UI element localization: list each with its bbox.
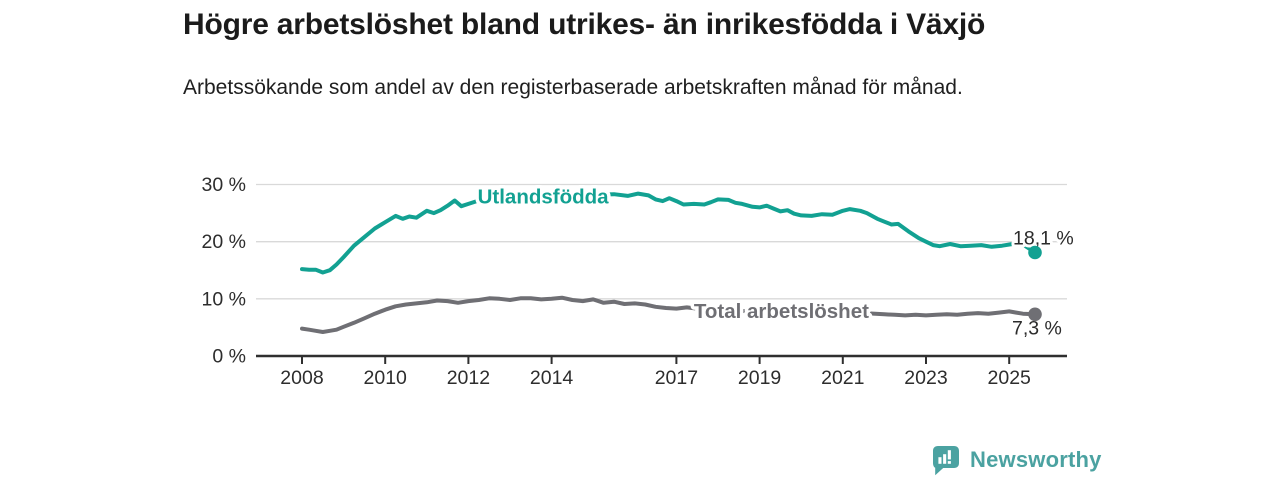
series-label-total: Total arbetslöshet [694,300,869,323]
page-title: Högre arbetslöshet bland utrikes- än inr… [183,8,986,41]
series-line-utlandsfodda [300,191,1037,275]
end-dot-total [1028,307,1042,322]
newsworthy-logo-icon [933,446,959,476]
x-tick-label: 2021 [821,367,864,389]
newsworthy-logo: Newsworthy [931,444,1102,476]
y-tick-label: 20 % [202,231,246,253]
chart-subtitle: Arbetssökande som andel av den registerb… [183,76,963,99]
x-tick-label: 2010 [364,367,408,389]
x-tick-label: 2008 [280,367,323,389]
y-tick-label: 0 % [212,346,246,368]
y-tick-label: 30 % [202,174,246,196]
x-tick-label: 2023 [904,367,947,389]
end-value-label-utlandsfodda: 18,1 % [1013,228,1074,250]
x-tick-label: 2019 [738,367,781,389]
x-tick-label: 2012 [447,367,490,389]
x-tick-label: 2014 [530,367,574,389]
newsworthy-logo-text: Newsworthy [970,447,1102,472]
end-dot-utlandsfodda [1028,245,1042,260]
x-tick-label: 2017 [655,367,698,389]
y-tick-label: 10 % [202,288,246,310]
x-tick-label: 2025 [988,367,1032,389]
series-line-total [300,295,1037,334]
series-label-utlandsfodda: Utlandsfödda [478,186,610,209]
